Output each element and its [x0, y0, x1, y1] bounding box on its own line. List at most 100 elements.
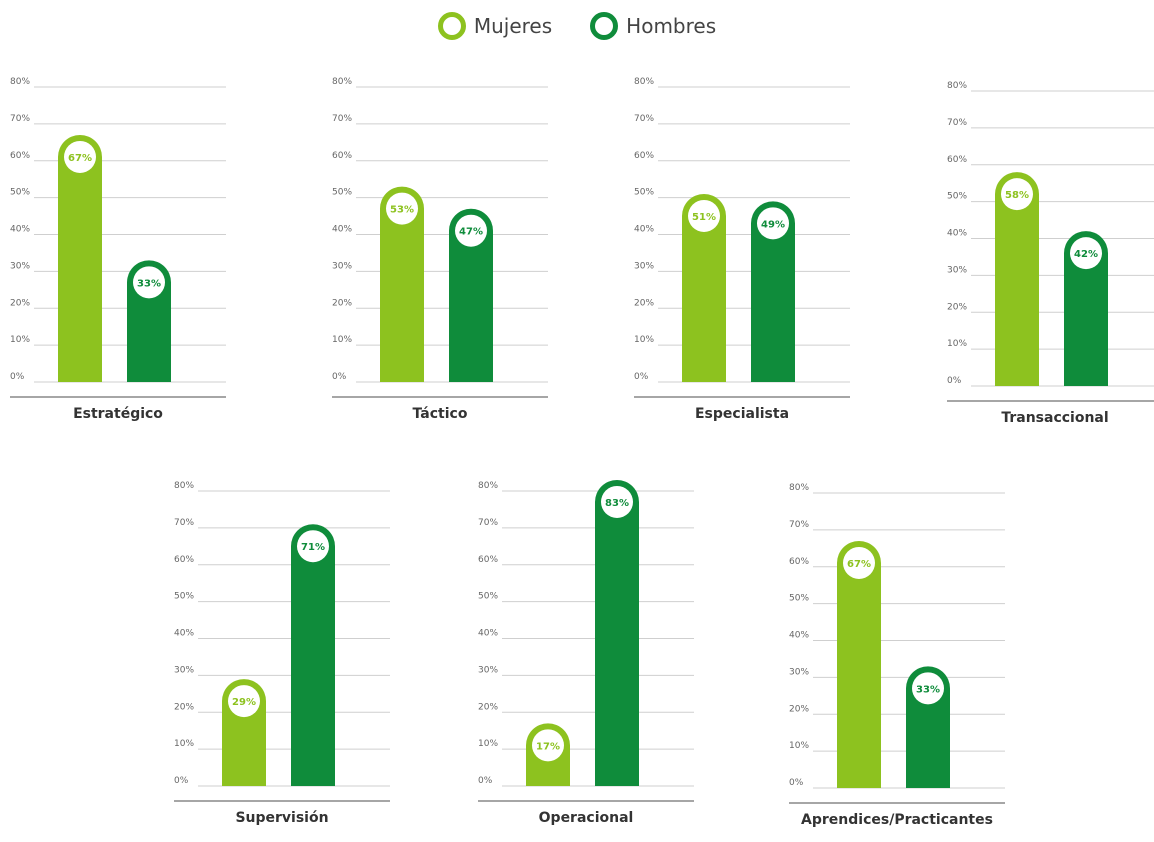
- value-badge: [688, 199, 720, 232]
- data-label: 17%: [536, 741, 560, 752]
- y-tick-label: 40%: [789, 631, 809, 641]
- value-badge: [843, 546, 875, 579]
- chart-7: 0% 10% 20% 30% 40% 50% 60% 70% 80% 67% 33% Aprendic…: [787, 483, 1007, 842]
- data-label: 29%: [232, 697, 256, 708]
- y-tick-label: 30%: [478, 665, 498, 675]
- bar-mujeres: [682, 193, 726, 382]
- y-tick-label: 10%: [10, 335, 30, 345]
- y-tick-label: 10%: [174, 739, 194, 749]
- legend-label-hombres: Hombres: [626, 14, 717, 38]
- value-badge: [757, 207, 789, 240]
- y-tick-label: 10%: [478, 739, 498, 749]
- data-label: 49%: [761, 219, 785, 230]
- data-label: 71%: [301, 542, 325, 553]
- chart-legend: Mujeres Hombres: [0, 12, 1154, 40]
- chart-svg: 0% 10% 20% 30% 40% 50% 60% 70% 80% 58% 42%: [947, 81, 1154, 402]
- chart-svg: 0% 10% 20% 30% 40% 50% 60% 70% 80% 17% 83%: [478, 479, 694, 802]
- bar-mujeres: [58, 134, 102, 382]
- y-tick-label: 80%: [10, 77, 30, 87]
- value-badge: [912, 672, 944, 705]
- y-tick-label: 70%: [947, 118, 967, 128]
- data-label: 33%: [916, 684, 940, 695]
- chart-5: 0% 10% 20% 30% 40% 50% 60% 70% 80% 29% 71% Supervis…: [172, 481, 392, 840]
- y-tick-label: 60%: [10, 151, 30, 161]
- value-badge: [297, 530, 329, 563]
- data-label: 51%: [692, 212, 716, 223]
- chart-1: 0% 10% 20% 30% 40% 50% 60% 70% 80% 67% 33% Estratég…: [8, 77, 228, 436]
- legend-item-mujeres: Mujeres: [437, 12, 553, 40]
- y-tick-label: 50%: [332, 188, 352, 198]
- chart-svg: 0% 10% 20% 30% 40% 50% 60% 70% 80% 53% 47%: [332, 77, 548, 398]
- data-label: 67%: [847, 559, 871, 570]
- y-tick-label: 40%: [174, 629, 194, 639]
- y-tick-label: 0%: [634, 372, 649, 382]
- y-tick-label: 70%: [174, 518, 194, 528]
- y-tick-label: 50%: [634, 188, 654, 198]
- y-tick-label: 10%: [947, 339, 967, 349]
- y-tick-label: 0%: [332, 372, 347, 382]
- y-tick-label: 20%: [332, 298, 352, 308]
- value-badge: [1001, 178, 1033, 211]
- y-tick-label: 40%: [10, 225, 30, 235]
- legend-swatch-hombres: [590, 12, 619, 40]
- y-tick-label: 0%: [10, 372, 25, 382]
- y-tick-label: 60%: [478, 555, 498, 565]
- y-tick-label: 20%: [789, 704, 809, 714]
- chart-6: 0% 10% 20% 30% 40% 50% 60% 70% 80% 17% 83% Operacio…: [476, 479, 696, 840]
- data-label: 67%: [68, 153, 92, 164]
- y-tick-label: 20%: [947, 302, 967, 312]
- y-tick-label: 20%: [634, 298, 654, 308]
- chart-svg: 0% 10% 20% 30% 40% 50% 60% 70% 80% 67% 33%: [10, 77, 226, 398]
- data-label: 47%: [459, 227, 483, 238]
- y-tick-label: 0%: [174, 776, 189, 786]
- y-tick-label: 30%: [789, 667, 809, 677]
- bar-hombres: [751, 201, 795, 382]
- value-badge: [386, 192, 418, 225]
- y-tick-label: 50%: [947, 192, 967, 202]
- y-tick-label: 0%: [478, 776, 493, 786]
- y-tick-label: 30%: [10, 261, 30, 271]
- bar-mujeres: [995, 172, 1039, 386]
- data-label: 33%: [137, 278, 161, 289]
- y-tick-label: 80%: [332, 77, 352, 87]
- chart-4: 0% 10% 20% 30% 40% 50% 60% 70% 80% 58% 42% Transacc…: [945, 81, 1154, 440]
- bar-hombres: [595, 479, 639, 786]
- y-tick-label: 10%: [789, 741, 809, 751]
- value-badge: [1070, 237, 1102, 270]
- chart-3: 0% 10% 20% 30% 40% 50% 60% 70% 80% 51% 49% Especial…: [632, 77, 852, 436]
- value-badge: [601, 485, 633, 518]
- chart-title: Táctico: [412, 406, 468, 422]
- chart-svg: 0% 10% 20% 30% 40% 50% 60% 70% 80% 67% 33%: [789, 483, 1005, 804]
- y-tick-label: 80%: [478, 481, 498, 491]
- legend-swatch-mujeres: [437, 12, 466, 40]
- y-tick-label: 50%: [10, 188, 30, 198]
- y-tick-label: 70%: [634, 114, 654, 124]
- y-tick-label: 20%: [10, 298, 30, 308]
- bar-mujeres: [837, 540, 881, 788]
- y-tick-label: 40%: [947, 229, 967, 239]
- data-label: 53%: [390, 205, 414, 216]
- y-tick-label: 70%: [478, 518, 498, 528]
- y-tick-label: 20%: [174, 702, 194, 712]
- legend-label-mujeres: Mujeres: [473, 14, 553, 38]
- bar-mujeres: [380, 186, 424, 382]
- chart-title: Estratégico: [73, 406, 163, 422]
- y-tick-label: 10%: [332, 335, 352, 345]
- value-badge: [532, 729, 564, 762]
- y-tick-label: 30%: [634, 261, 654, 271]
- y-tick-label: 40%: [332, 225, 352, 235]
- chart-title: Aprendices/Practicantes: [801, 812, 993, 828]
- value-badge: [455, 214, 487, 247]
- y-tick-label: 10%: [634, 335, 654, 345]
- y-tick-label: 30%: [174, 665, 194, 675]
- value-badge: [228, 685, 260, 718]
- y-tick-label: 80%: [789, 483, 809, 493]
- chart-title: Especialista: [694, 406, 790, 422]
- y-tick-label: 80%: [174, 481, 194, 491]
- y-tick-label: 60%: [947, 155, 967, 165]
- y-tick-label: 80%: [947, 81, 967, 91]
- y-tick-label: 0%: [789, 778, 804, 788]
- value-badge: [133, 266, 165, 299]
- data-label: 58%: [1005, 190, 1029, 201]
- y-tick-label: 50%: [174, 592, 194, 602]
